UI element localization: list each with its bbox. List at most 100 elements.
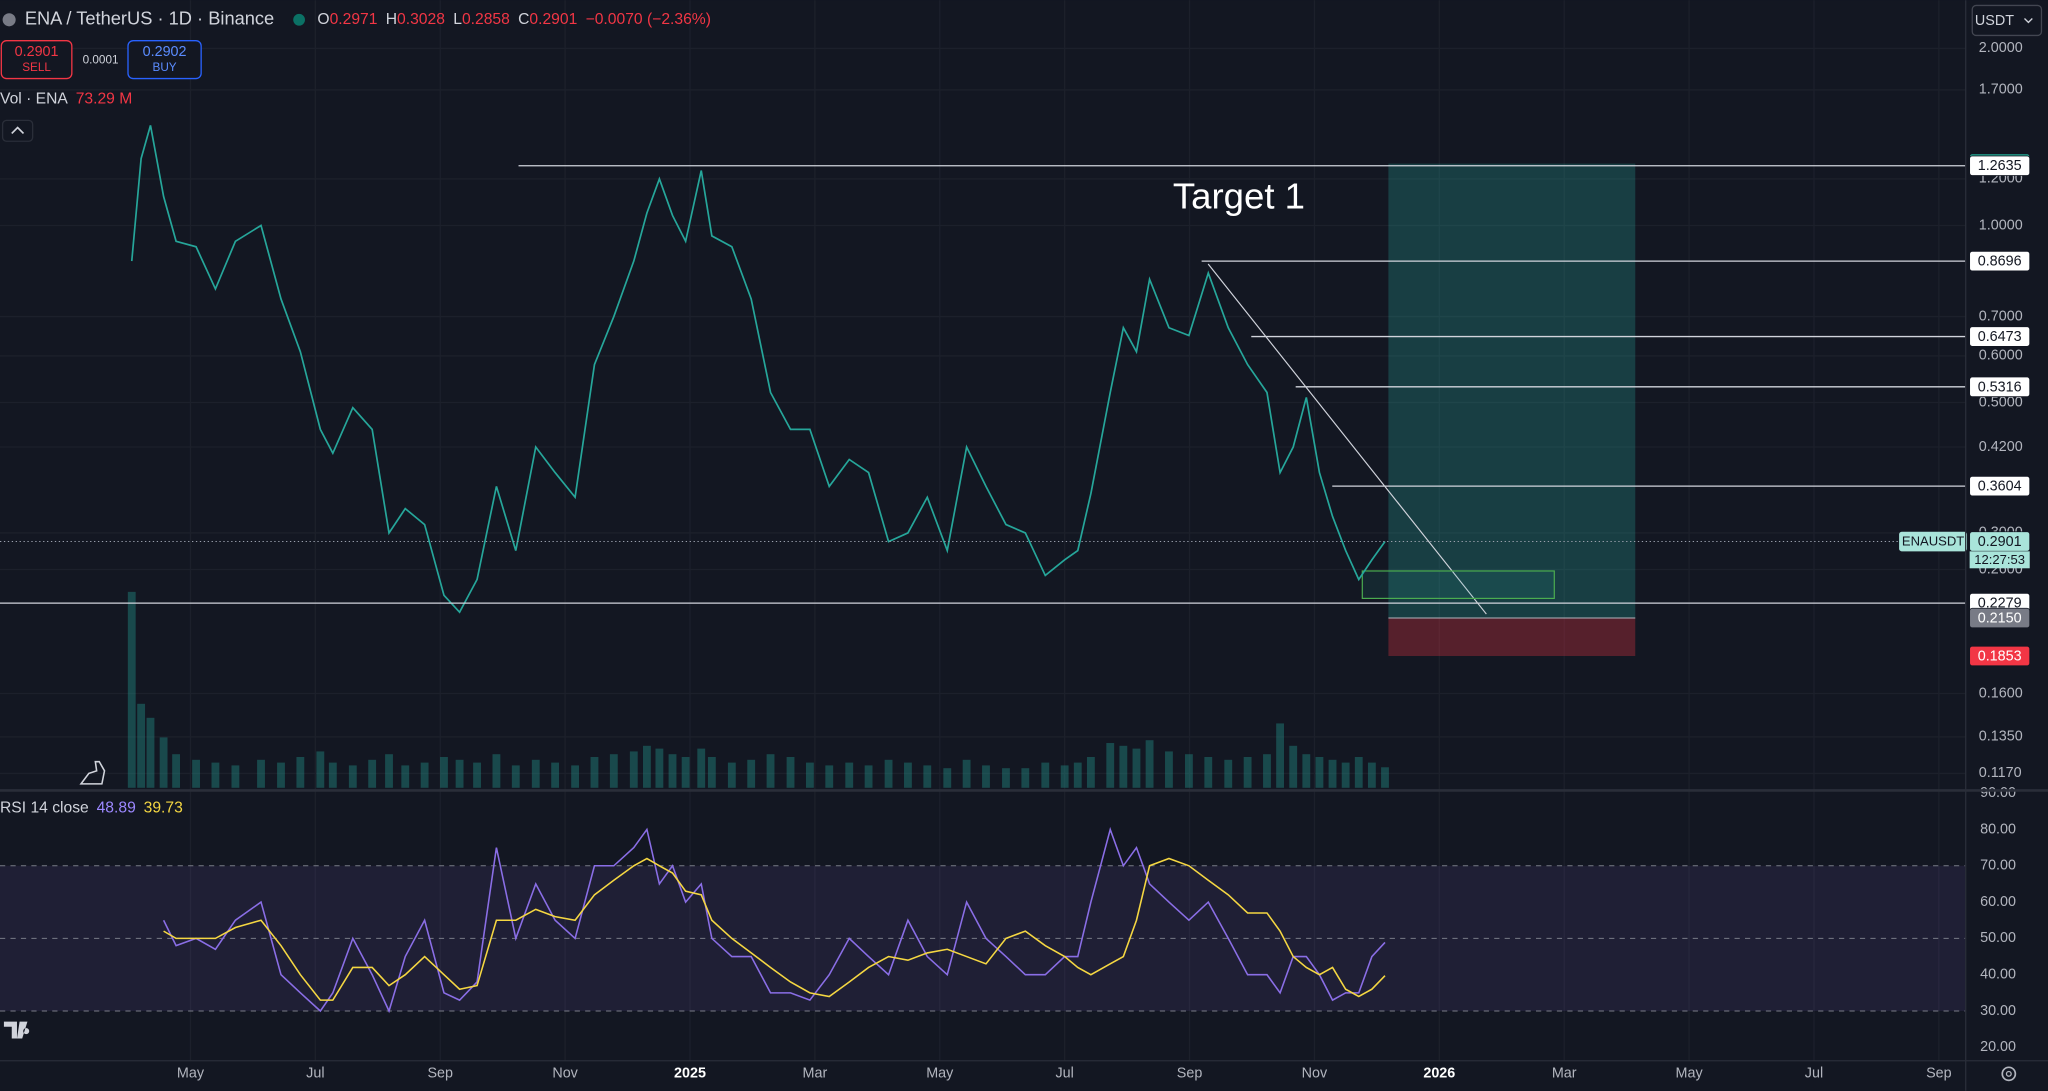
volume-bar [786,756,795,788]
price-label: 0.5316 [1978,379,2022,395]
volume-bar [492,754,501,788]
change: −0.0070 (−2.36%) [586,11,711,28]
x-tick-label: Jul [306,1066,324,1082]
price-label: 0.2279 [1978,596,2022,612]
buy-button[interactable] [127,40,202,80]
volume-bar [401,765,410,788]
price-label: 1.2635 [1978,158,2022,174]
ohlc-key: H [386,11,397,28]
volume-bar [420,762,429,788]
volume-bar [609,754,618,788]
volume-bar [1145,740,1154,788]
price-label: 0.2901 [1978,534,2022,550]
volume-bar [805,762,814,788]
volume-bar [1276,723,1285,788]
grid [0,0,1966,1061]
y-tick-label: 1.7000 [1979,82,2023,98]
price-label-box [1969,326,2031,347]
x-tick-label: Mar [1552,1066,1577,1082]
volume-bar [864,765,873,788]
y-tick-label: 0.1170 [1979,765,2022,781]
price-label: 0.2150 [1978,610,2022,626]
volume-legend: Vol · ENA 73.29 M [0,91,132,108]
volume-bar [368,759,377,788]
symbol-icon[interactable] [2,13,16,27]
collapse-button[interactable] [1,119,34,142]
price-label-box [1969,376,2031,398]
volume-bar [845,762,854,788]
y-tick-label: 90.00 [1980,785,2016,801]
y-tick-label: 0.4200 [1979,439,2023,455]
x-tick-label: Sep [427,1066,453,1082]
volume-bar [192,759,200,788]
ohlc-value: 0.2858 [462,11,510,28]
volume-bar [385,754,393,788]
currency-chevron [2024,18,2033,24]
volume-bar [668,754,677,788]
volume-bar [1263,754,1271,788]
y-tick-label: 60.00 [1980,894,2016,910]
volume-bar [1132,748,1141,788]
volume-bar [747,759,756,788]
x-tick-label: Jul [1055,1066,1073,1082]
volume-bar [1354,756,1363,788]
y-tick-label: 0.1350 [1979,729,2023,745]
volume-bar [923,765,932,788]
settings-icon[interactable] [2001,1066,2017,1082]
symbol[interactable]: ENA / TetherUS · 1D · Binance [25,8,274,29]
sell-price: 0.2901 [15,44,59,60]
market-status[interactable] [293,13,305,26]
y-tick-label: 50.00 [1980,930,2016,946]
volume-bar [231,765,240,788]
replay-icon[interactable] [79,760,106,785]
rsi-line [163,857,1386,1001]
rsi-title: RSI 14 close [0,800,89,817]
rsi-ma-last: 39.73 [144,800,183,817]
volume-bar [825,765,834,788]
x-tick-label: 2026 [1423,1066,1455,1082]
collapse-icon [11,126,25,135]
volume-bar [1106,743,1115,788]
volume-bar [1381,767,1389,788]
volume-bar [127,591,136,788]
volume-bar [590,756,599,788]
price-label: 0.1853 [1978,648,2022,664]
volume-bar [1073,762,1082,788]
volume-bar [697,748,706,788]
sell-button[interactable] [0,40,73,80]
y-tick-label: 80.00 [1980,821,2016,837]
volume-bar [1185,754,1193,788]
plot: Target 1 [0,125,1966,1014]
volume-bar [159,737,168,788]
symbol-label: ENAUSDT [1902,534,1964,549]
x-tick-label: 2025 [674,1066,706,1082]
volume-bar [1302,754,1311,788]
sell-label: SELL [22,61,51,74]
volume-bar [296,756,305,788]
volume-bar [629,751,638,788]
y-tick-label: 70.00 [1980,858,2016,874]
currency-selector[interactable] [1971,4,2043,37]
settings-icon-center [2005,1070,2012,1077]
ohlc-key: O [317,11,329,28]
volume-bar [1224,759,1233,788]
volume-bar [642,745,651,788]
volume-bar [1204,756,1213,788]
volume-bar [551,762,560,788]
volume-bar [328,762,337,788]
volume-bar [1289,745,1298,788]
x-tick-label: May [926,1066,954,1082]
price-label-box [1969,607,2031,629]
volume-bar [1165,751,1173,788]
volume-bar [1021,768,1030,788]
volume-bar [1086,756,1095,788]
x-tick-label: Sep [1926,1066,1952,1082]
logo[interactable] [3,1021,30,1039]
volume-bar [440,756,448,788]
buy-price: 0.2902 [143,44,187,60]
y-tick-label: 0.6000 [1979,348,2023,364]
volume-bar [1002,768,1010,788]
x-tick-label: Jul [1805,1066,1823,1082]
loss-zone [1388,618,1636,656]
